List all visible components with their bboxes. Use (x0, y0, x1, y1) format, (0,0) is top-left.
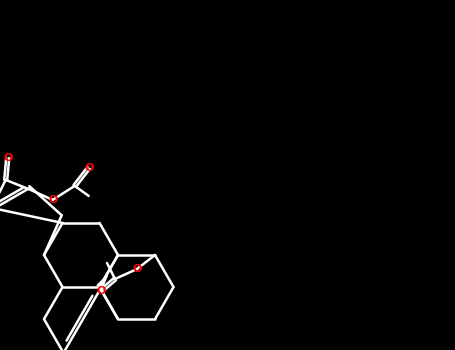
Text: O: O (84, 163, 93, 173)
Text: O: O (48, 195, 57, 205)
Text: O: O (96, 286, 106, 296)
Text: O: O (3, 153, 12, 163)
Polygon shape (97, 275, 107, 289)
Text: O: O (132, 264, 142, 274)
